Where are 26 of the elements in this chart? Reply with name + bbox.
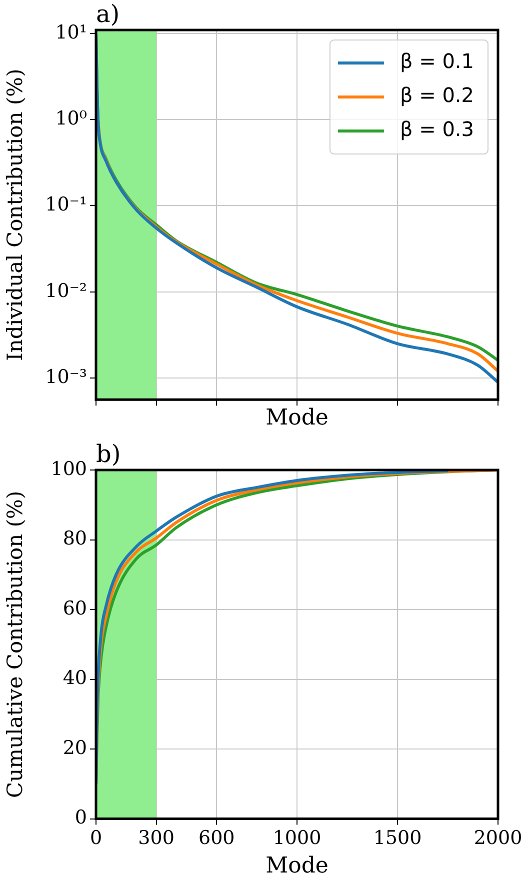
- legend-label: β = 0.2: [400, 83, 474, 108]
- y-tick-label: 40: [62, 667, 87, 690]
- y-tick-label: 10⁻²: [45, 280, 87, 302]
- y-axis-title: Cumulative Contribution (%): [3, 490, 28, 798]
- y-tick-label: 10⁻¹: [45, 194, 87, 216]
- y-tick-label: 60: [62, 597, 87, 620]
- x-tick-label: 1000: [272, 827, 322, 850]
- chart-title: b): [96, 440, 121, 468]
- y-tick-label: 10⁰: [55, 108, 88, 130]
- x-axis-title: Mode: [266, 854, 328, 879]
- x-axis-title: Mode: [266, 406, 328, 431]
- legend-label: β = 0.1: [400, 49, 474, 74]
- x-tick-label: 600: [198, 827, 235, 850]
- legend-label: β = 0.3: [400, 117, 474, 142]
- x-tick-label: 300: [138, 827, 174, 850]
- y-tick-label: 20: [62, 736, 87, 759]
- x-tick-label: 2000: [474, 827, 522, 850]
- x-tick-label: 1500: [373, 827, 422, 850]
- y-axis-title: Individual Contribution (%): [3, 68, 28, 361]
- y-tick-label: 80: [62, 528, 87, 550]
- x-tick-label: 0: [90, 827, 102, 850]
- y-tick-label: 10¹: [55, 22, 87, 44]
- y-tick-label: 100: [50, 458, 87, 480]
- y-tick-label: 0: [74, 806, 87, 829]
- chart-title: a): [96, 0, 120, 28]
- y-tick-label: 10⁻³: [45, 366, 87, 388]
